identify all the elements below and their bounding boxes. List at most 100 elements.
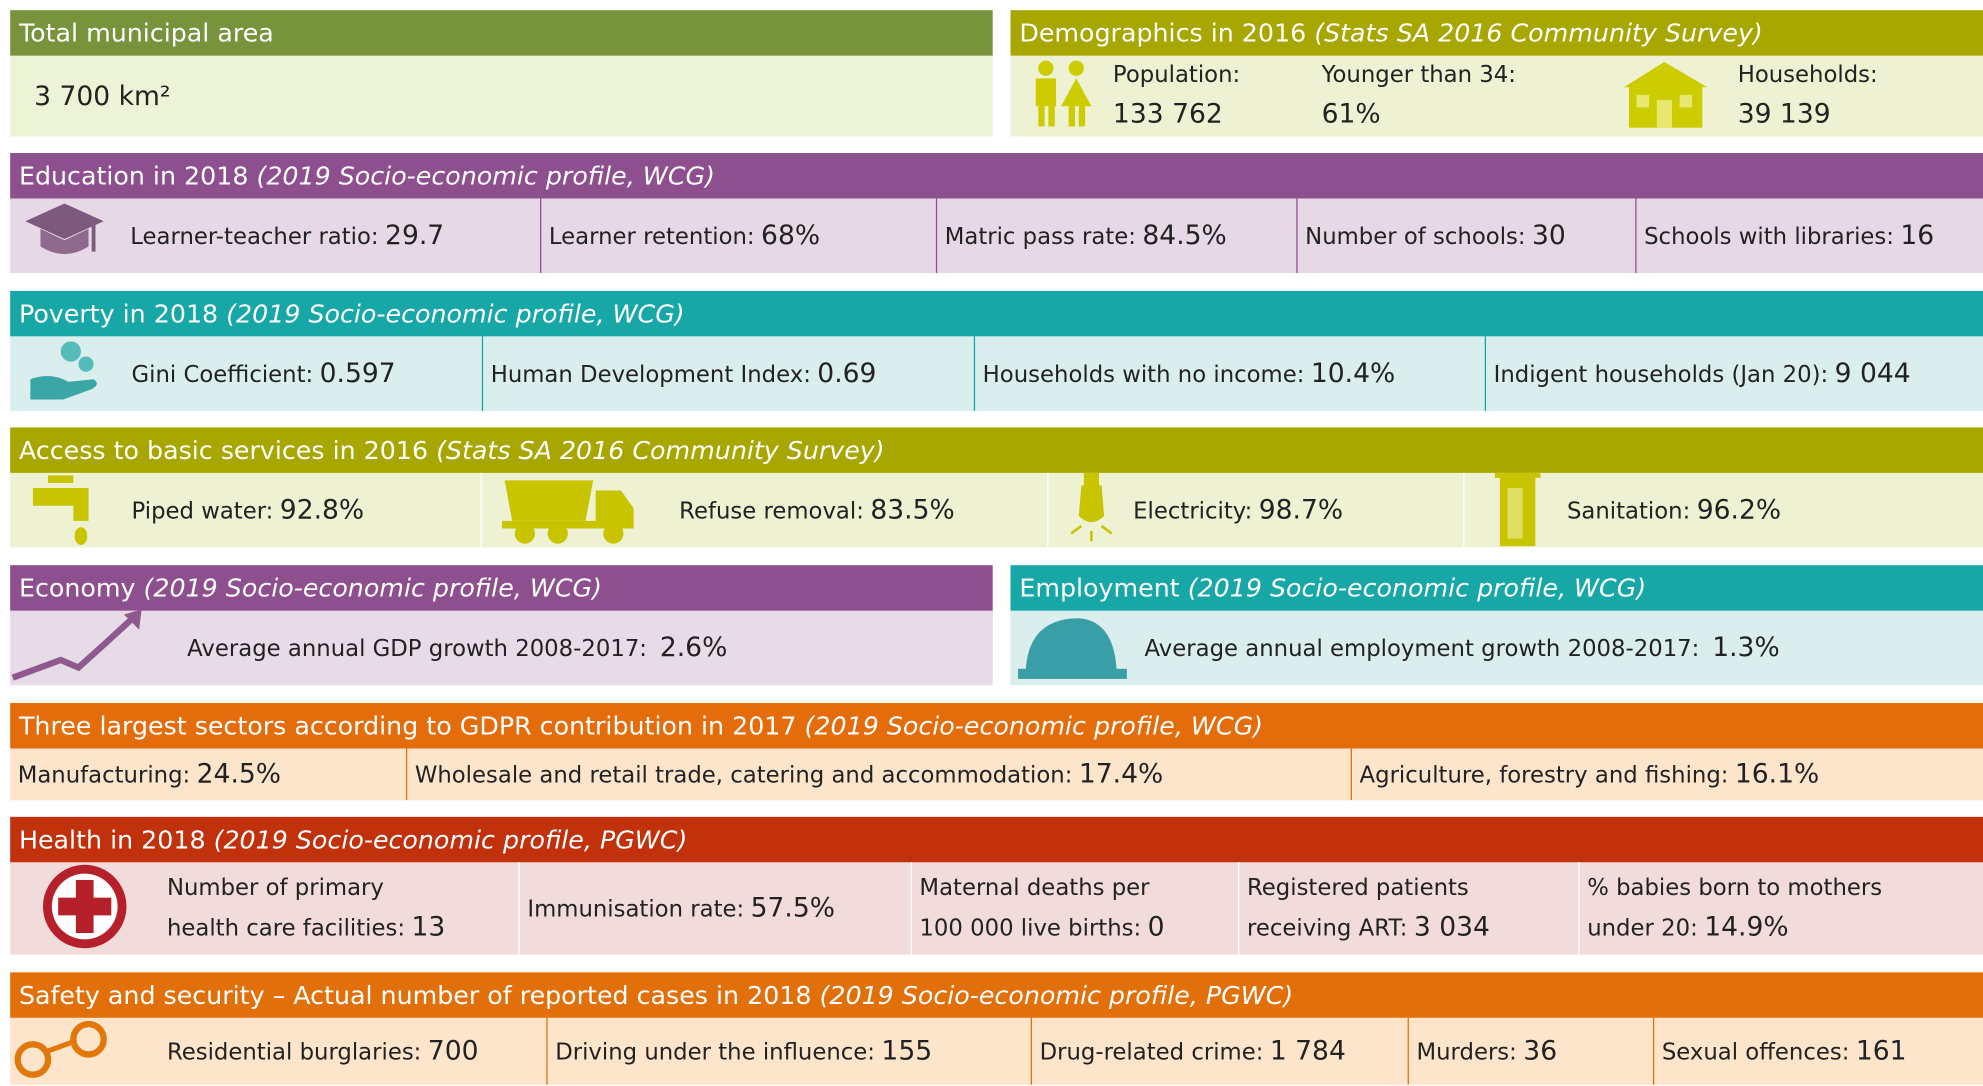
item-value: 92.8% [279,493,365,525]
item-value: 29.7 [385,219,445,250]
cell: Learner-teacher ratio: 29.7 [10,198,540,273]
cell: Schools with libraries: 16 [1635,198,1983,274]
cell: Gini Coefficient: 0.597 [10,336,482,411]
cell: Average annual GDP growth 2008-2017: 2.6… [10,610,993,686]
section-safety: Safety and security – Actual number of r… [10,972,1983,1085]
item-line: 39 139 [1738,95,1878,135]
item-text: Agriculture, forestry and fishing: 16.1% [1360,754,1820,794]
truck-cab [595,489,634,526]
icon-hand [30,340,97,399]
item-text: Households with no income: 10.4% [983,353,1396,393]
icon [10,610,149,686]
icon-tap [32,474,89,545]
section-title: Education in 2018 [18,160,249,191]
item-line: under 20: 14.9% [1587,907,1882,947]
item-line: 100 000 live births: 0 [919,907,1164,947]
section-poverty: Poverty in 2018 (2019 Socio-economic pro… [10,290,1983,411]
icon [1026,58,1099,134]
item-value: 9 044 [1834,357,1911,388]
wheel [514,522,535,544]
item-label: health care facilities: [166,914,406,942]
icon-cross [42,864,127,948]
icon [25,336,108,411]
item-value: 1 784 [1269,1034,1346,1066]
icon-house [1623,61,1708,128]
section-demographics: Demographics in 2016 (Stats SA 2016 Comm… [1010,10,1983,137]
section-title: Three largest sectors according to GDPR … [18,710,797,741]
section-title: Access to basic services in 2016 [18,434,429,466]
section-title: Safety and security – Actual number of r… [18,979,812,1011]
item-text: Residential burglaries: 700 [167,1031,479,1071]
item-line: Households: [1738,57,1878,95]
cell: Driving under the influence: 155 [546,1017,1030,1085]
item-value: 39 139 [1737,98,1831,129]
section-source: (2019 Socio-economic profile, WCG) [804,710,1264,741]
item-value: 83.5% [870,493,955,525]
item-label: receiving ART: [1246,914,1408,942]
item-line: Population: [1113,57,1240,95]
item-label: % babies born to mothers [1587,874,1883,901]
truck-chassis [502,520,634,528]
section-header: Access to basic services in 2016 (Stats … [10,427,1983,473]
section-title: Employment [1019,572,1180,604]
item-label: Population: [1112,61,1241,89]
trend [11,614,137,680]
item-value: 2.6% [659,631,728,662]
item-label: Human Development Index: [490,360,811,388]
leg [1078,106,1086,127]
section-source: (2019 Socio-economic profile, PGWC) [213,824,688,855]
section-source: (2019 Socio-economic profile, WCG) [256,160,715,191]
item-value: 61% [1321,98,1381,129]
item-label: Schools with libraries: [1644,223,1894,250]
item-text: Maternal deaths per 100 000 live births: … [919,869,1164,947]
item-label: Registered patients [1246,874,1469,901]
section-source: (2019 Socio-economic profile, PGWC) [819,979,1294,1011]
item-label: Immunisation rate: [527,895,745,923]
item-label: Number of primary [166,874,384,901]
truck-bin [504,479,594,521]
door [1656,99,1672,128]
head [1038,60,1054,76]
item-label: Households: [1737,61,1878,89]
ray [1070,524,1083,534]
item-value: 36 [1523,1034,1558,1066]
item-label: Average annual employment growth 2008-20… [1144,635,1700,662]
item-text: Refuse removal: 83.5% [679,490,955,530]
item-line: Registered patients [1247,869,1490,907]
section-header: Employment (2019 Socio-economic profile,… [1010,565,1983,611]
section-body: Number of primary health care facilities:… [10,862,1983,955]
item-value: 0.69 [817,357,877,388]
item-value: 68% [761,219,821,250]
icon-people [1035,60,1092,127]
coin [60,340,81,361]
item-label: Indigent households (Jan 20): [1493,360,1829,388]
cell: Refuse removal: 83.5% [480,472,1048,548]
icon [1066,472,1117,548]
bulb-glass [1078,484,1105,522]
item-value: 3 034 [1413,910,1490,942]
cuff [70,1020,107,1057]
section-title: Demographics in 2016 [1019,17,1307,49]
item-text: Electricity: 98.7% [1133,490,1343,530]
section-area: Total municipal area 3 700 km² [10,10,993,137]
helmet-brim [1018,668,1127,679]
cell: Wholesale and retail trade, catering and… [405,748,1351,801]
item-label: Learner-teacher ratio: [130,223,379,250]
item-text: Drug-related crime: 1 784 [1040,1031,1346,1071]
cell: Manufacturing: 24.5% [10,748,406,800]
section-employment: Employment (2019 Socio-economic profile,… [1010,565,1983,686]
item-text: Matric pass rate: 84.5% [945,216,1227,256]
item-label: Wholesale and retail trade, catering and… [414,761,1073,789]
item-value: 1.3% [1712,631,1780,662]
item-value: 0 [1147,910,1165,942]
wheel [547,522,568,544]
item-text: Population: 133 762 [1113,57,1240,135]
cell: Sanitation: 96.2% [1463,472,1983,548]
item-text: Registered patients receiving ART: 3 034 [1247,869,1490,947]
cell: Piped water: 92.8% [10,473,480,548]
item-text: Schools with libraries: 16 [1644,216,1934,256]
hand [30,375,97,399]
item-label: Average annual GDP growth 2008-2017: [187,635,647,662]
item-value: 57.5% [750,891,836,923]
section-header: Poverty in 2018 (2019 Socio-economic pro… [10,290,1983,337]
